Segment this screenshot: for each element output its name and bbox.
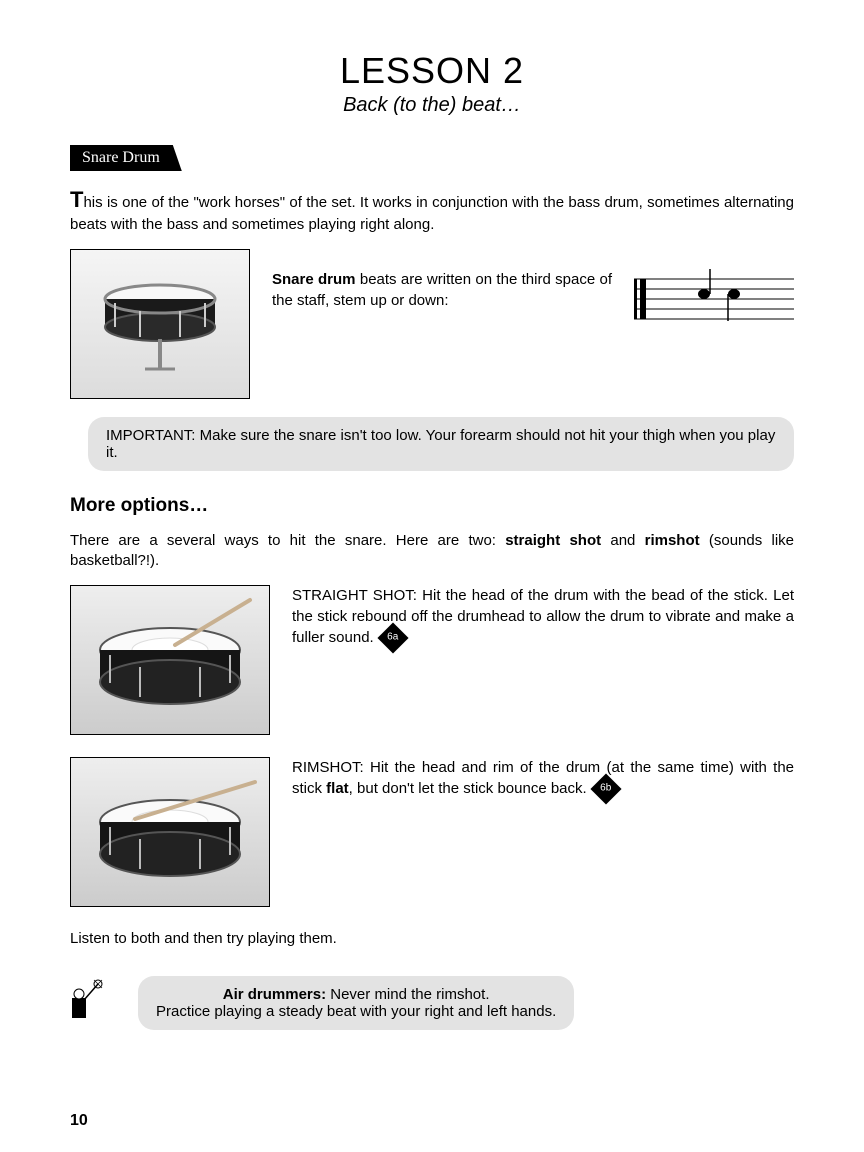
lesson-title: LESSON 2	[70, 50, 794, 92]
dropcap: T	[70, 187, 83, 212]
listen-text: Listen to both and then try playing them…	[70, 929, 794, 949]
notation-text: Snare drum beats are written on the thir…	[272, 249, 612, 311]
drum-icon	[90, 269, 230, 379]
important-callout: IMPORTANT: Make sure the snare isn't too…	[88, 417, 794, 471]
drum-shot-icon	[80, 595, 260, 725]
rimshot-text: RIMSHOT: Hit the head and rim of the dru…	[292, 757, 794, 800]
air-drummers-callout: Air drummers: Never mind the rimshot. Pr…	[138, 976, 574, 1030]
notation-bold: Snare drum	[272, 271, 356, 288]
air-drummer-icon	[70, 978, 104, 1028]
music-staff	[634, 269, 794, 329]
track-badge-icon: 6a	[377, 623, 408, 654]
snare-drum-image	[70, 249, 250, 399]
straight-shot-text: STRAIGHT SHOT: Hit the head of the drum …	[292, 585, 794, 649]
rimshot-image	[70, 757, 270, 907]
drum-shot-icon	[80, 767, 260, 897]
intro-paragraph: This is one of the "work horses" of the …	[70, 185, 794, 235]
more-options-intro: There are a several ways to hit the snar…	[70, 531, 794, 572]
section-tab-snare: Snare Drum	[70, 145, 182, 171]
straight-shot-image	[70, 585, 270, 735]
page-number: 10	[70, 1112, 88, 1130]
intro-text: his is one of the "work horses" of the s…	[70, 194, 794, 233]
track-badge-icon: 6b	[590, 774, 621, 805]
lesson-subtitle: Back (to the) beat…	[70, 94, 794, 117]
more-options-heading: More options…	[70, 495, 794, 517]
